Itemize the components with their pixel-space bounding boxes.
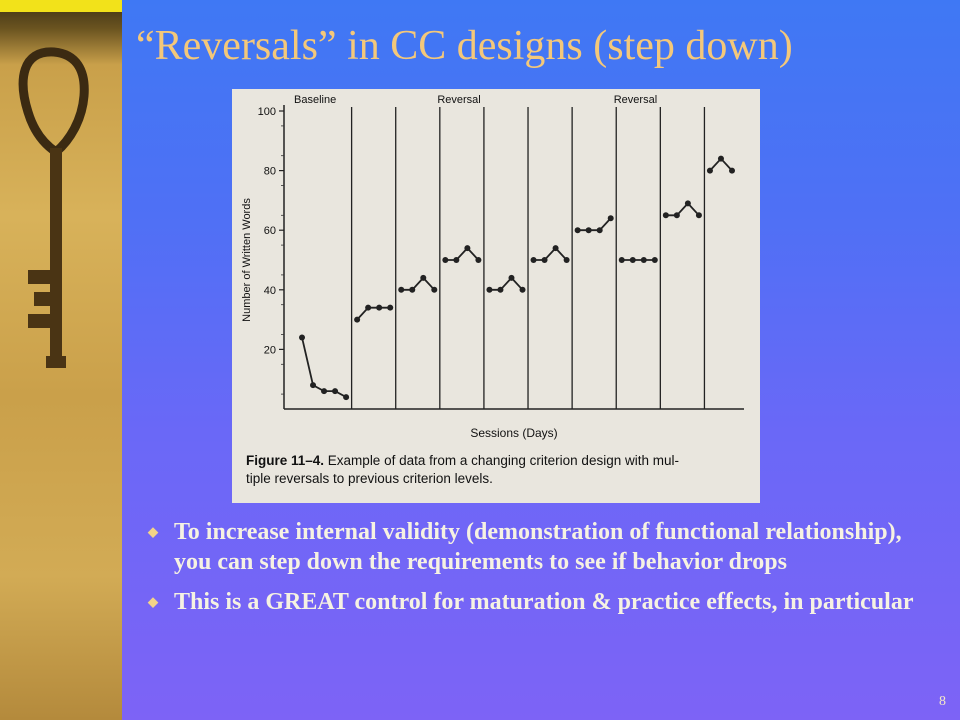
data-point [354,316,361,323]
y-tick-label: 80 [264,166,276,178]
data-point [651,257,658,263]
data-point [574,227,581,234]
data-point [321,388,328,395]
data-series-line [445,246,480,261]
figure-caption-line-1: Figure 11–4. Example of data from a chan… [246,453,679,468]
y-tick-label: 100 [258,106,276,118]
data-point [640,257,647,263]
side-accent-bar [0,0,122,12]
figure-caption-text: Example of data from a changing criterio… [328,453,679,468]
data-point [717,155,724,162]
data-point [486,286,493,293]
data-point [332,388,339,395]
data-point [398,286,405,293]
data-point [541,257,548,263]
x-axis-label: Sessions (Days) [470,426,557,440]
data-series-line [665,202,700,217]
data-point [706,167,713,174]
data-point [464,245,471,252]
y-axis-label: Number of Written Words [241,198,253,322]
data-point [497,286,504,293]
data-point [729,167,735,174]
data-point [684,200,691,207]
data-point [376,304,383,311]
diamond-bullet-icon: ◆ [148,524,158,539]
phase-label: Baseline [294,94,336,106]
antique-key-icon [18,47,89,368]
page-number: 8 [939,694,946,709]
phase-label: Reversal [614,94,657,106]
data-series-line [533,246,568,261]
y-tick-label: 60 [264,225,276,237]
data-point [409,286,416,293]
bullet-item: ◆ This is a GREAT control for maturation… [148,587,928,617]
figure-caption-number: Figure 11–4. [246,453,328,468]
data-point [618,257,625,263]
data-point [695,212,702,219]
data-point [365,304,372,311]
bullet-list: ◆ To increase internal validity (demonst… [148,517,928,627]
data-point [596,227,603,234]
data-point [673,212,680,219]
data-point [343,394,350,401]
data-point [530,257,537,263]
data-point [475,257,482,263]
y-tick-label: 40 [264,285,276,297]
slide-title: “Reversals” in CC designs (step down) [136,23,793,69]
data-point [519,286,526,293]
data-point [585,227,592,234]
data-point [629,257,636,263]
data-point [442,257,449,263]
data-point [552,245,559,252]
changing-criterion-chart: 20 40 60 80 100 Baseline Reversal Reversal Numbe… [241,94,744,486]
bullet-item: ◆ To increase internal validity (demonst… [148,517,928,577]
data-point [453,257,460,263]
y-tick-label: 20 [264,344,276,356]
data-point [310,382,317,389]
data-series-line [401,276,435,291]
data-point [431,286,438,293]
data-series-line [489,276,524,291]
data-point [508,274,515,281]
bullet-text: This is a GREAT control for maturation &… [174,589,914,615]
data-point [299,334,305,341]
phase-label: Reversal [437,94,480,106]
data-point [387,304,394,311]
figure-caption-line-2: tiple reversals to previous criterion le… [246,471,493,486]
figure-scan: 20 40 60 80 100 Baseline Reversal Reversal Numbe… [232,89,760,503]
data-point [420,274,427,281]
data-point [662,212,669,219]
bullet-text: To increase internal validity (demonstra… [174,519,902,575]
data-series-line [577,217,612,232]
diamond-bullet-icon: ◆ [148,594,158,609]
data-series-line [356,306,391,321]
data-point [563,257,570,263]
decorative-side-strip [0,0,122,720]
data-point [607,215,614,222]
